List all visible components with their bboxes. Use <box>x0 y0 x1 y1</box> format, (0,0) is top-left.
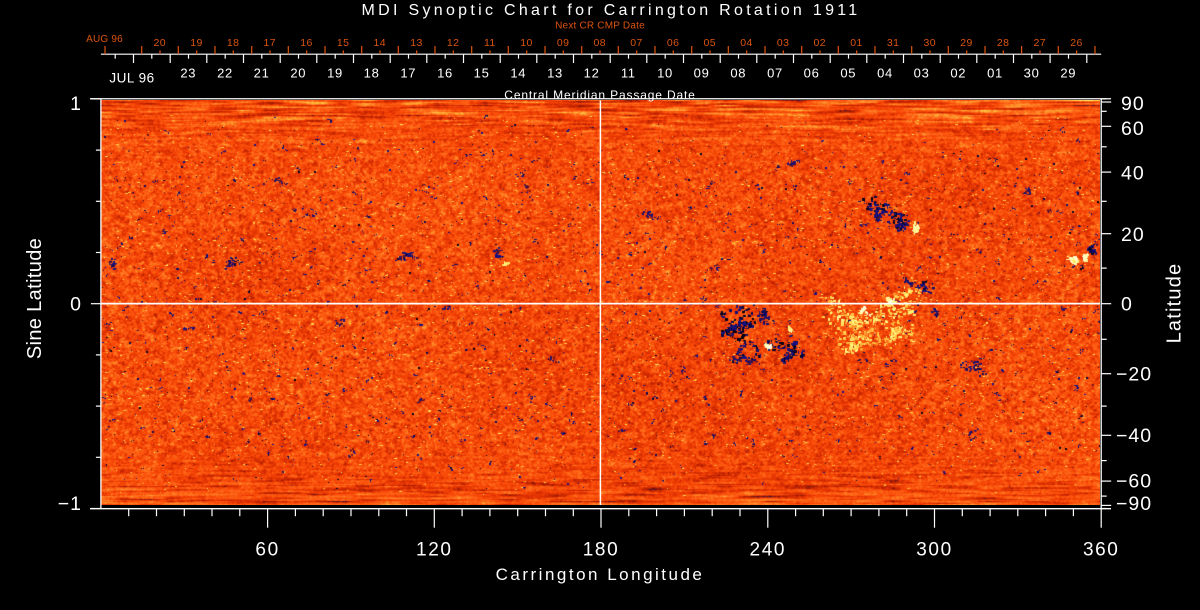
svg-text:1: 1 <box>70 93 82 115</box>
svg-text:10: 10 <box>520 37 532 49</box>
svg-text:19: 19 <box>327 65 343 80</box>
svg-text:16: 16 <box>300 37 312 49</box>
svg-text:04: 04 <box>877 65 893 80</box>
svg-text:40: 40 <box>1121 163 1145 185</box>
svg-text:AUG 96: AUG 96 <box>86 34 123 45</box>
svg-text:09: 09 <box>557 37 569 49</box>
svg-text:0: 0 <box>1121 294 1133 316</box>
svg-text:27: 27 <box>1034 37 1046 49</box>
svg-text:04: 04 <box>740 37 752 49</box>
svg-text:90: 90 <box>1121 93 1145 115</box>
svg-text:23: 23 <box>180 65 196 80</box>
svg-text:−1: −1 <box>58 493 82 515</box>
svg-text:12: 12 <box>584 65 600 80</box>
svg-text:03: 03 <box>914 65 930 80</box>
svg-text:08: 08 <box>730 65 746 80</box>
svg-text:07: 07 <box>767 65 783 80</box>
svg-text:18: 18 <box>364 65 380 80</box>
svg-text:06: 06 <box>667 37 679 49</box>
svg-text:120: 120 <box>416 540 453 561</box>
svg-text:12: 12 <box>447 37 459 49</box>
svg-text:05: 05 <box>840 65 856 80</box>
svg-text:180: 180 <box>583 540 620 561</box>
svg-text:14: 14 <box>374 37 386 49</box>
svg-text:Next CR CMP Date: Next CR CMP Date <box>555 21 645 32</box>
svg-text:16: 16 <box>437 65 453 80</box>
svg-text:11: 11 <box>621 65 636 80</box>
svg-text:300: 300 <box>916 540 953 561</box>
svg-text:21: 21 <box>254 65 270 80</box>
svg-text:Latitude: Latitude <box>1164 263 1186 344</box>
svg-text:08: 08 <box>594 37 606 49</box>
svg-text:17: 17 <box>264 37 276 49</box>
svg-text:15: 15 <box>337 37 349 49</box>
svg-text:360: 360 <box>1083 540 1120 561</box>
svg-text:10: 10 <box>657 65 673 80</box>
svg-text:60: 60 <box>1121 118 1145 140</box>
svg-text:0: 0 <box>70 294 82 316</box>
svg-text:19: 19 <box>190 37 202 49</box>
svg-text:01: 01 <box>850 37 862 49</box>
svg-text:Sine Latitude: Sine Latitude <box>24 238 46 359</box>
svg-text:06: 06 <box>804 65 820 80</box>
svg-text:Carrington Longitude: Carrington Longitude <box>496 565 705 584</box>
svg-text:−40: −40 <box>1116 425 1152 447</box>
svg-text:01: 01 <box>987 65 1003 80</box>
svg-text:20: 20 <box>1121 224 1145 246</box>
svg-text:30: 30 <box>1024 65 1040 80</box>
svg-text:09: 09 <box>694 65 710 80</box>
svg-text:Central Meridian Passage Date: Central Meridian Passage Date <box>504 88 695 102</box>
svg-text:13: 13 <box>547 65 563 80</box>
svg-text:26: 26 <box>1070 37 1082 49</box>
svg-text:13: 13 <box>410 37 422 49</box>
svg-text:29: 29 <box>1060 65 1076 80</box>
svg-text:07: 07 <box>630 37 642 49</box>
svg-text:29: 29 <box>960 37 972 49</box>
svg-text:240: 240 <box>750 540 787 561</box>
svg-text:02: 02 <box>950 65 966 80</box>
svg-text:−60: −60 <box>1116 471 1152 493</box>
svg-text:14: 14 <box>510 65 526 80</box>
svg-text:18: 18 <box>227 37 239 49</box>
svg-text:15: 15 <box>474 65 490 80</box>
svg-text:30: 30 <box>924 37 936 49</box>
svg-text:05: 05 <box>704 37 716 49</box>
svg-text:20: 20 <box>154 37 166 49</box>
svg-text:17: 17 <box>400 65 416 80</box>
svg-text:31: 31 <box>887 37 899 49</box>
svg-text:11: 11 <box>484 37 496 49</box>
svg-text:60: 60 <box>255 540 279 561</box>
svg-text:MDI Synoptic Chart for Carring: MDI Synoptic Chart for Carrington Rotati… <box>362 2 861 19</box>
svg-text:20: 20 <box>290 65 306 80</box>
svg-text:03: 03 <box>777 37 789 49</box>
svg-text:JUL 96: JUL 96 <box>109 71 154 86</box>
svg-text:02: 02 <box>814 37 826 49</box>
svg-text:−90: −90 <box>1116 493 1152 515</box>
svg-text:22: 22 <box>217 65 233 80</box>
svg-text:−20: −20 <box>1116 364 1152 386</box>
svg-text:28: 28 <box>997 37 1009 49</box>
